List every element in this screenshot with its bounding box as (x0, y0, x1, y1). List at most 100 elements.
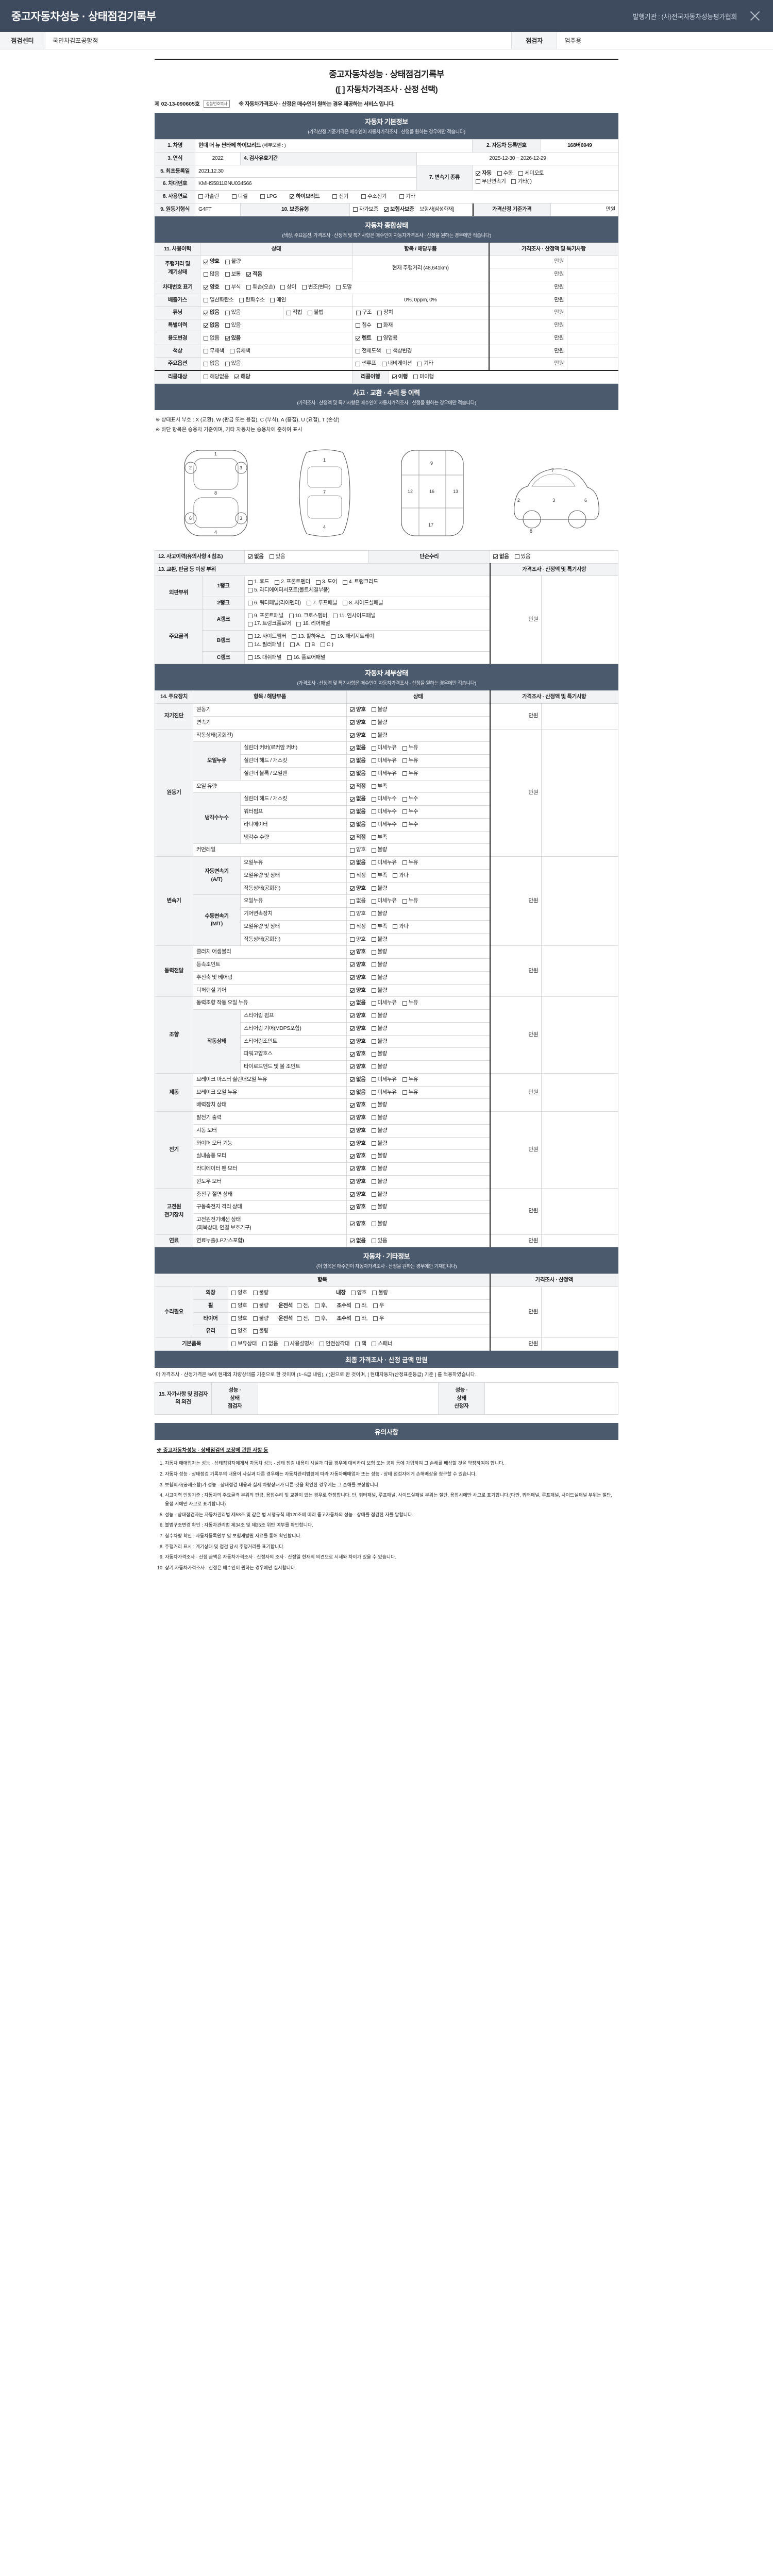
opt-작동상태-공회전--불량[interactable]: 불량 (371, 885, 387, 893)
detail-price-note-제동[interactable] (541, 1073, 618, 1112)
part-wheel-house[interactable]: 13. 휠하우스 (292, 633, 326, 641)
vin-corroded[interactable]: 부식 (225, 283, 241, 292)
opt-오일누유-미세누유[interactable]: 미세누유 (371, 897, 397, 905)
vin-good[interactable]: 양호 (204, 283, 220, 292)
close-icon[interactable] (748, 9, 762, 23)
item-holding-state[interactable]: 보유상태 (231, 1340, 257, 1348)
opt-동력조향-작동-오일-누유-미세누유[interactable]: 미세누유 (371, 999, 397, 1007)
opt-스티어링-기어-mdps포함--불량[interactable]: 불량 (371, 1025, 387, 1033)
accident-yes[interactable]: 있음 (269, 553, 285, 561)
opt-스티어링-기어-mdps포함--양호[interactable]: 양호 (350, 1025, 366, 1033)
opt-오일-유량-적정[interactable]: 적정 (350, 783, 366, 791)
emission-co[interactable]: 일산화탄소 (204, 296, 234, 304)
fuel-lpg[interactable]: LPG (260, 193, 277, 201)
tuning-structure[interactable]: 구조 (356, 309, 372, 317)
part-roof-panel[interactable]: 7. 루프패널 (306, 599, 338, 607)
tire-passenger-rear[interactable]: 우 (373, 1315, 384, 1323)
detail-price-note-전기[interactable] (541, 1111, 618, 1189)
detail-price-note-원동기[interactable] (541, 728, 618, 857)
opt-작동상태-공회전--양호[interactable]: 양호 (350, 936, 366, 944)
opt-오일누유-미세누유[interactable]: 미세누유 (371, 859, 397, 867)
tuning-none[interactable]: 없음 (204, 309, 220, 317)
part-inside-panel[interactable]: 11. 인사이드패널 (333, 612, 376, 620)
tuning-price-note[interactable] (567, 306, 618, 319)
opt-디퍼렌셜-기어-양호[interactable]: 양호 (350, 987, 366, 995)
part-side-sill-panel[interactable]: 8. 사이드실패널 (343, 599, 383, 607)
part-cross-member[interactable]: 10. 크로스멤버 (289, 612, 327, 620)
mileage-few[interactable]: 적음 (246, 270, 262, 279)
opt-윈도우-모터-양호[interactable]: 양호 (350, 1178, 366, 1186)
part-pillar-c[interactable]: C ) (320, 641, 333, 649)
part-trunk-lid[interactable]: 4. 트렁크리드 (342, 578, 378, 586)
opt-고전원전기배선-상태-피복상태-연결-보호기구--양호[interactable]: 양호 (350, 1220, 366, 1228)
opt-실린더-헤드-개스킷-없음[interactable]: 없음 (350, 795, 366, 803)
simple-repair-yes[interactable]: 있음 (514, 553, 530, 561)
recall-done[interactable]: 이행 (392, 373, 408, 381)
opt-오일유량-및-상태-부족[interactable]: 부족 (371, 923, 387, 931)
opt-등속조인트-불량[interactable]: 불량 (371, 961, 387, 969)
opt-오일유량-및-상태-과다[interactable]: 과다 (393, 872, 409, 880)
part-door[interactable]: 3. 도어 (315, 578, 337, 586)
opt-연료누출-lp가스포함--있음[interactable]: 있음 (371, 1237, 387, 1245)
exterior-bad[interactable]: 불량 (253, 1289, 268, 1297)
mileage-price-note[interactable] (567, 255, 618, 268)
opt-작동상태-공회전--불량[interactable]: 불량 (371, 936, 387, 944)
opt-배력장치-상태-양호[interactable]: 양호 (350, 1101, 366, 1109)
part-trunk-floor[interactable]: 17. 트렁크플로어 (248, 620, 291, 628)
transmission-semiauto[interactable]: 세미오토 (518, 170, 544, 178)
tuning-illegal[interactable]: 불법 (308, 309, 324, 317)
opt-브레이크-마스터-실린더오일-누유-없음[interactable]: 없음 (350, 1076, 366, 1084)
opt-작동상태-공회전--양호[interactable]: 양호 (350, 732, 366, 740)
accident-none[interactable]: 없음 (248, 553, 264, 561)
opt-커먼레일-불량[interactable]: 불량 (371, 846, 387, 854)
tuning-yes[interactable]: 있음 (225, 309, 241, 317)
opt-스티어링-펌프-양호[interactable]: 양호 (350, 1012, 366, 1020)
opt-오일-유량-부족[interactable]: 부족 (371, 783, 387, 791)
opt-추진축-및-베어링-양호[interactable]: 양호 (350, 974, 366, 982)
opt-작동상태-공회전--양호[interactable]: 양호 (350, 885, 366, 893)
opt-디퍼렌셜-기어-불량[interactable]: 불량 (371, 987, 387, 995)
opt-추진축-및-베어링-불량[interactable]: 불량 (371, 974, 387, 982)
recall-applicable[interactable]: 해당 (234, 373, 250, 381)
opt-동력조향-작동-오일-누유-누유[interactable]: 누유 (402, 999, 418, 1007)
special-flood[interactable]: 침수 (356, 321, 372, 330)
color-chromatic[interactable]: 유채색 (229, 347, 250, 355)
part-pillar-b[interactable]: B (305, 641, 315, 649)
opt-커먼레일-양호[interactable]: 양호 (350, 846, 366, 854)
fuel-electric[interactable]: 전기 (332, 193, 348, 201)
opt-냉각수-수량-부족[interactable]: 부족 (371, 834, 387, 842)
vin-damaged[interactable]: 훼손(오손) (246, 283, 275, 292)
opt-오일유량-및-상태-적정[interactable]: 적정 (350, 923, 366, 931)
opt-라디에이터-팬-모터-불량[interactable]: 불량 (371, 1165, 387, 1173)
option-yes[interactable]: 있음 (225, 360, 241, 368)
opt-실린더-헤드-개스킷-미세누유[interactable]: 미세누유 (371, 757, 397, 765)
tire-driver-front[interactable]: 전, (296, 1315, 309, 1323)
part-rear-panel[interactable]: 18. 리어패널 (296, 620, 330, 628)
mileage-bad[interactable]: 불량 (225, 258, 241, 266)
opt-워터펌프-없음[interactable]: 없음 (350, 808, 366, 816)
opt-와이퍼-모터-기능-불량[interactable]: 불량 (371, 1140, 387, 1148)
opt-구동축전지-격리-상태-불량[interactable]: 불량 (371, 1203, 387, 1211)
part-front-panel[interactable]: 9. 프론트패널 (248, 612, 283, 620)
wheel-driver-front[interactable]: 전, (296, 1302, 309, 1310)
opt-오일유량-및-상태-적정[interactable]: 적정 (350, 872, 366, 880)
wheel-passenger-rear[interactable]: 우 (373, 1302, 384, 1310)
opt-오일누유-없음[interactable]: 없음 (350, 897, 366, 905)
opt-실린더-커버-로커암-커버--누유[interactable]: 누유 (402, 744, 418, 752)
detail-price-note-변속기[interactable] (541, 856, 618, 946)
opt-브레이크-오일-누유-미세누유[interactable]: 미세누유 (371, 1089, 397, 1097)
opt-워터펌프-누수[interactable]: 누수 (402, 808, 418, 816)
opt-배력장치-상태-불량[interactable]: 불량 (371, 1101, 387, 1109)
opt-와이퍼-모터-기능-양호[interactable]: 양호 (350, 1140, 366, 1148)
transmission-cvt[interactable]: 무단변속기 (476, 178, 506, 186)
emission-hc[interactable]: 탄화수소 (239, 296, 265, 304)
emission-smoke[interactable]: 매연 (270, 296, 286, 304)
recall-not-done[interactable]: 미이행 (413, 373, 434, 381)
vin-price-note[interactable] (567, 280, 618, 294)
opt-원동기-불량[interactable]: 불량 (371, 706, 387, 714)
opt-브레이크-오일-누유-누유[interactable]: 누유 (402, 1089, 418, 1097)
opt-실내송풍-모터-불량[interactable]: 불량 (371, 1152, 387, 1160)
interior-bad[interactable]: 불량 (372, 1289, 388, 1297)
wheel-bad[interactable]: 불량 (253, 1302, 268, 1310)
item-spanner[interactable]: 스패너 (372, 1340, 393, 1348)
